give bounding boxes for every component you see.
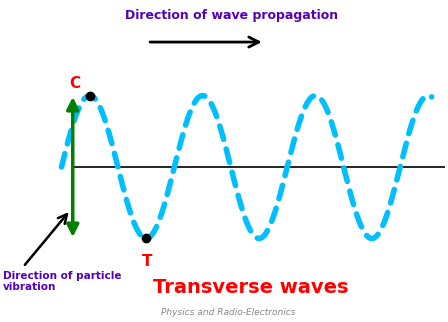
Text: C: C xyxy=(69,76,81,91)
Text: T: T xyxy=(142,253,152,269)
Text: Direction of wave propagation: Direction of wave propagation xyxy=(125,9,338,22)
Text: Physics and Radio-Electronics: Physics and Radio-Electronics xyxy=(161,308,296,317)
Text: Direction of particle
vibration: Direction of particle vibration xyxy=(3,270,121,292)
Text: Transverse waves: Transverse waves xyxy=(153,278,349,297)
